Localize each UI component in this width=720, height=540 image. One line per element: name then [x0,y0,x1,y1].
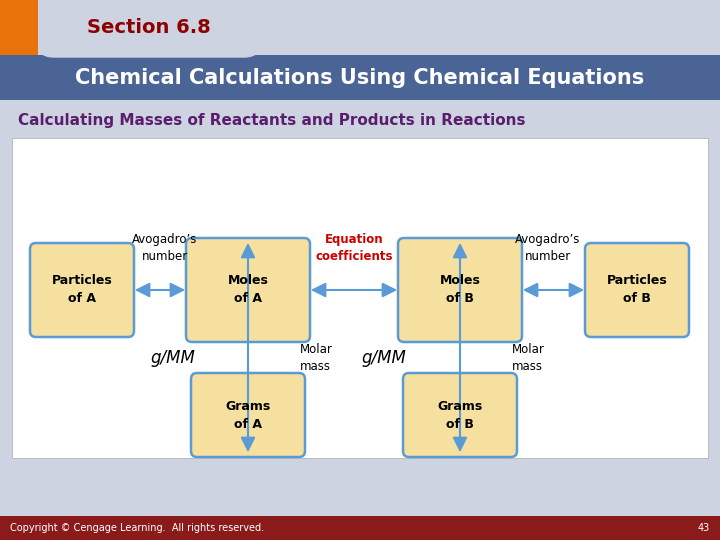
Bar [0,516,720,540]
Text: 43: 43 [698,523,710,533]
FancyBboxPatch shape [36,0,262,57]
Text: g/MM: g/MM [150,349,195,367]
Text: Calculating Masses of Reactants and Products in Reactions: Calculating Masses of Reactants and Prod… [18,112,526,127]
Text: Particles
of A: Particles of A [52,274,112,306]
Text: Molar
mass: Molar mass [512,343,545,373]
Text: Moles
of A: Moles of A [228,274,269,306]
Text: Equation
coefficients: Equation coefficients [315,233,392,263]
FancyBboxPatch shape [403,373,517,457]
Text: Section 6.8: Section 6.8 [87,18,211,37]
Bar [12,138,708,458]
FancyBboxPatch shape [191,373,305,457]
Text: Grams
of A: Grams of A [225,400,271,430]
Text: Avogadro’s
number: Avogadro’s number [132,233,198,263]
Text: Grams
of B: Grams of B [437,400,482,430]
Text: Chemical Calculations Using Chemical Equations: Chemical Calculations Using Chemical Equ… [76,68,644,87]
Text: Avogadro’s
number: Avogadro’s number [516,233,581,263]
Text: Copyright © Cengage Learning.  All rights reserved.: Copyright © Cengage Learning. All rights… [10,523,264,533]
Text: Moles
of B: Moles of B [440,274,480,306]
Bar [0,55,720,100]
FancyBboxPatch shape [398,238,522,342]
FancyBboxPatch shape [30,243,134,337]
Text: g/MM: g/MM [361,349,406,367]
Bar [0,0,38,55]
Text: Molar
mass: Molar mass [300,343,333,373]
FancyBboxPatch shape [186,238,310,342]
FancyBboxPatch shape [585,243,689,337]
Text: Particles
of B: Particles of B [607,274,667,306]
